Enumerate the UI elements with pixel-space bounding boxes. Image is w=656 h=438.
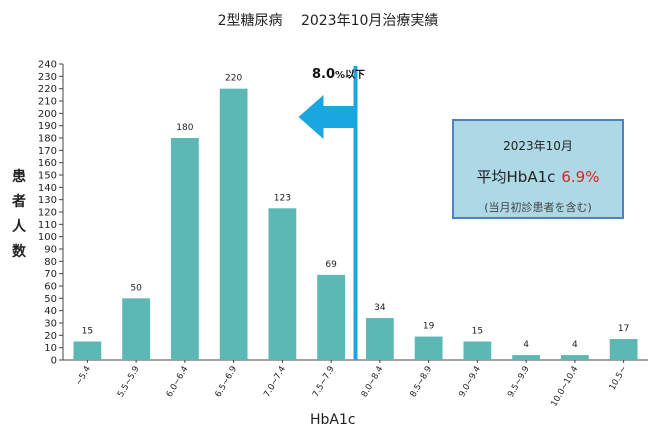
page-title: 2型糖尿病 2023年10月治療実績: [217, 13, 439, 29]
y-tick-label: 0: [51, 356, 57, 367]
bar-value-label: 17: [618, 324, 629, 334]
y-axis-label: 患 者 人 数: [11, 165, 27, 265]
y-tick-label: 20: [44, 331, 57, 342]
summary-value: 6.9%: [561, 168, 600, 186]
bar-value-label: 4: [523, 340, 529, 350]
threshold-label: 8.0%以下: [312, 66, 365, 82]
y-axis-label-char: 数: [12, 244, 26, 260]
bar-value-label: 4: [572, 340, 578, 350]
y-tick-label: 190: [38, 121, 57, 132]
bar: [512, 355, 541, 360]
bar: [73, 341, 102, 360]
y-tick-label: 240: [38, 60, 57, 71]
bar: [560, 355, 589, 360]
bar-value-label: 220: [225, 74, 242, 84]
bar-value-label: 15: [82, 327, 93, 337]
bar: [463, 341, 492, 360]
y-tick-label: 180: [38, 134, 57, 145]
y-axis-label-char: 人: [12, 219, 26, 235]
x-category-label: 8.0~8.4: [360, 365, 386, 400]
threshold-suffix: %以下: [335, 70, 366, 81]
bar-value-label: 69: [325, 260, 337, 270]
bar: [365, 318, 394, 360]
threshold-arrow-icon: [298, 95, 354, 139]
bar-value-label: 123: [274, 193, 291, 203]
bar: [609, 339, 638, 360]
y-tick-label: 160: [38, 158, 57, 169]
y-tick-label: 220: [38, 84, 57, 95]
bar-value-label: 19: [423, 322, 435, 332]
y-tick-label: 30: [44, 319, 57, 330]
bar-value-label: 180: [176, 123, 193, 133]
summary-main: 平均HbA1c 6.9%: [454, 166, 622, 187]
y-tick-label: 130: [38, 195, 57, 206]
x-category-label: 6.0~6.4: [165, 365, 191, 400]
y-tick-label: 70: [44, 269, 57, 280]
y-tick-label: 80: [44, 257, 57, 268]
bar-value-label: 15: [472, 327, 483, 337]
x-category-label: 6.5~6.9: [213, 365, 239, 400]
x-axis-label: HbA1c: [310, 412, 356, 428]
bar: [219, 88, 248, 361]
x-category-label: ~5.4: [74, 365, 93, 388]
x-category-label: 5.5~5.9: [116, 365, 142, 400]
bar: [170, 138, 199, 360]
bar-value-label: 34: [374, 303, 386, 313]
summary-label: 平均HbA1c: [476, 168, 556, 186]
y-tick-label: 40: [44, 306, 57, 317]
bar: [268, 208, 297, 360]
summary-title: 2023年10月: [503, 139, 573, 153]
y-tick-label: 10: [44, 343, 57, 354]
bar-value-label: 50: [130, 283, 142, 293]
bar: [414, 336, 443, 360]
x-category-label: 8.5~8.9: [408, 365, 434, 400]
x-category-label: 10.5~: [608, 365, 630, 393]
x-category-label: 7.5~7.9: [311, 365, 337, 400]
y-axis-label-char: 者: [12, 194, 26, 210]
y-tick-label: 50: [44, 294, 57, 305]
y-tick-label: 60: [44, 282, 57, 293]
bar: [317, 274, 346, 360]
summary-note: (当月初診患者を含む): [484, 201, 592, 214]
y-tick-label: 170: [38, 146, 57, 157]
y-tick-label: 90: [44, 245, 57, 256]
x-category-label: 9.5~9.9: [506, 365, 532, 400]
x-category-label: 7.0~7.4: [262, 365, 288, 400]
y-axis-label-char: 患: [12, 169, 26, 185]
bar: [122, 298, 151, 360]
summary-box: 2023年10月 平均HbA1c 6.9% (当月初診患者を含む): [452, 119, 624, 219]
y-tick-label: 120: [38, 208, 57, 219]
y-tick-label: 150: [38, 171, 57, 182]
threshold-value: 8.0: [312, 67, 336, 82]
y-tick-label: 210: [38, 97, 57, 108]
y-tick-label: 200: [38, 109, 57, 120]
y-tick-label: 140: [38, 183, 57, 194]
x-category-label: 10.0~10.4: [549, 365, 580, 409]
y-tick-label: 230: [38, 72, 57, 83]
y-tick-label: 110: [38, 220, 57, 231]
y-tick-label: 100: [38, 232, 57, 243]
x-category-label: 9.0~9.4: [457, 365, 483, 400]
